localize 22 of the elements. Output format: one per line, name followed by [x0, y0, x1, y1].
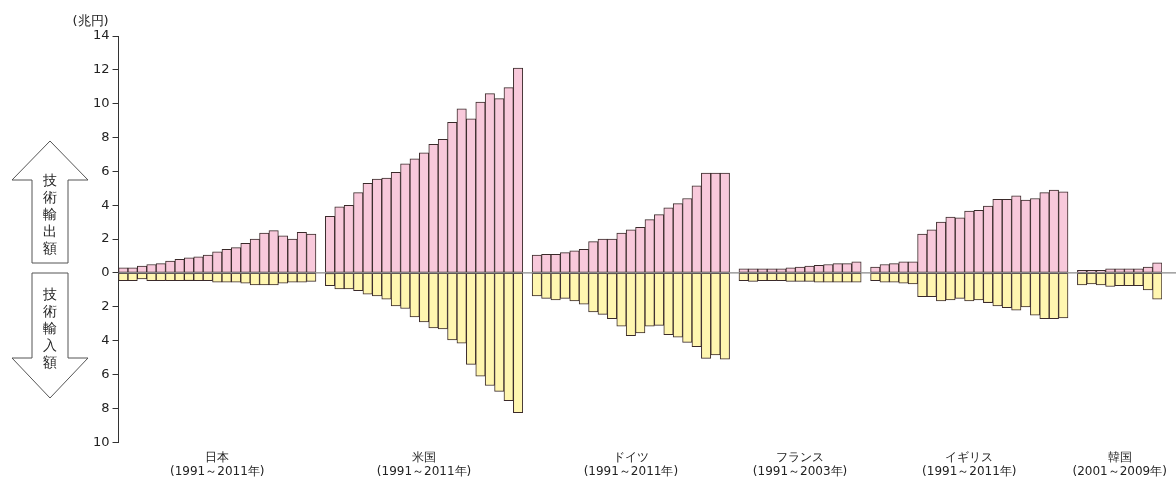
y-tick-label: 8 — [101, 399, 110, 415]
text: 技術輸出額 — [42, 172, 58, 257]
y-tick-label: 0 — [101, 264, 110, 280]
x-tick-label: 韓国 (2001～2009年) — [1072, 449, 1167, 478]
y-tick-label: 4 — [101, 332, 110, 348]
x-tick-label: イギリス (1991～2011年) — [922, 449, 1017, 478]
y-tick-label: 8 — [101, 128, 110, 144]
y-tick-label: 14 — [93, 27, 110, 43]
y-tick-label: 10 — [93, 433, 110, 449]
text: 技術輸入額 — [42, 286, 58, 371]
y-tick-label: 4 — [101, 196, 110, 212]
x-tick-label: 米国 (1991～2011年) — [376, 449, 472, 478]
x-tick-label: 日本 (1991～2011年) — [170, 449, 265, 478]
y-tick-label: 12 — [93, 61, 110, 77]
x-tick-label: ドイツ (1991～2011年) — [583, 449, 679, 478]
y-axis-title: (兆円) — [72, 12, 109, 28]
y-tick-label: 6 — [101, 365, 110, 381]
y-tick-label: 2 — [101, 298, 110, 314]
x-tick-label: フランス (1991～2003年) — [752, 449, 848, 478]
y-tick-label: 10 — [93, 95, 110, 111]
y-tick-label: 2 — [101, 230, 110, 246]
y-tick-label: 6 — [101, 162, 110, 178]
